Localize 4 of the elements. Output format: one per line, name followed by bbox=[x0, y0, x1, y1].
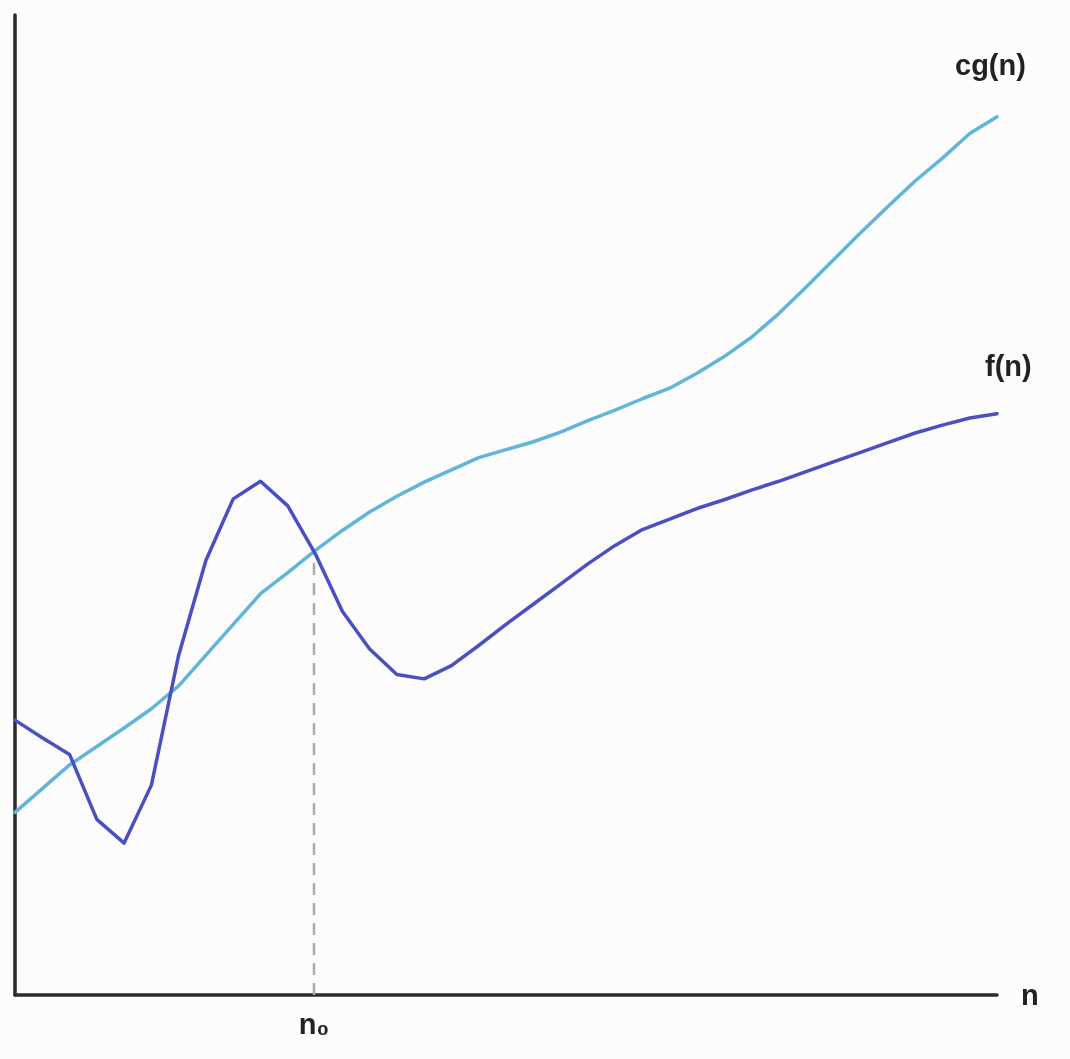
text: n₀ bbox=[298, 1007, 330, 1040]
x-axis-title: n bbox=[1021, 979, 1039, 1011]
series-label: cg(n) bbox=[955, 48, 1026, 81]
series-label: f(n) bbox=[985, 349, 1032, 382]
